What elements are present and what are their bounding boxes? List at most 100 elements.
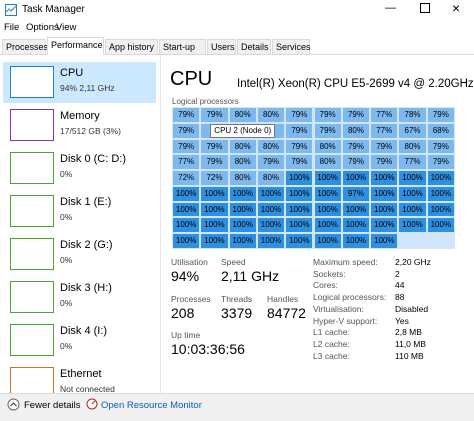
tab-divider (0, 54, 474, 55)
sidebar: CPU 94% 2,11 GHz Memory 17/512 GB (3%) Disk … (0, 55, 160, 393)
sidebar-item[interactable]: Ethernet Not connected (3, 363, 156, 393)
processor-cell: 100% (172, 233, 201, 249)
sidebar-item[interactable]: Memory 17/512 GB (3%) (3, 105, 156, 146)
info-label: Virtualisation: (313, 303, 364, 314)
processor-cell: 79% (172, 138, 201, 155)
sidebar-item[interactable]: Disk 2 (G:) 0% (3, 234, 156, 275)
processor-grid: 79% 79% 80% 80% 79% 79% 79% 77% 78% 79% 79% 79% 79% 8… (172, 107, 455, 249)
processor-cell: 100% (285, 185, 314, 202)
info-label: Cores: (313, 280, 339, 291)
menu-item[interactable]: View (56, 22, 77, 33)
processor-cell: 100% (398, 185, 427, 202)
processor-cell: 100% (313, 201, 342, 218)
cpu-heading: CPU (170, 68, 213, 90)
close-button[interactable]: × (452, 0, 461, 16)
sidebar-item[interactable]: Disk 0 (C: D:) 0% (3, 148, 156, 189)
info-label: L1 cache: (313, 327, 350, 338)
monitor-icon (86, 398, 98, 410)
thumbnail (10, 152, 54, 184)
thumbnail (10, 367, 54, 393)
info-value: Disabled (395, 303, 429, 314)
info-value: 2 (395, 268, 400, 279)
sidebar-item[interactable]: Disk 1 (E:) 0% (3, 191, 156, 232)
info-label: L3 cache: (313, 350, 350, 361)
processor-cell: 79% (200, 107, 229, 123)
stat-label: Threads (221, 294, 253, 304)
thumbnail (10, 109, 54, 141)
tab[interactable]: Services (272, 39, 311, 54)
processor-cell: 100% (285, 201, 314, 218)
processor-cell: 100% (172, 185, 201, 202)
item-detail: 0% (60, 212, 73, 222)
processor-cell: 100% (228, 185, 257, 202)
processor-cell: 100% (256, 201, 286, 218)
processor-cell: 100% (426, 170, 455, 186)
processor-cell: 100% (256, 233, 286, 249)
window-title: Task Manager (22, 4, 85, 15)
processor-cell: 79% (426, 138, 455, 155)
menu-item[interactable]: Options (26, 22, 59, 33)
processor-cell: 100% (341, 201, 371, 218)
menu-item[interactable]: File (4, 22, 20, 33)
item-detail: 0% (60, 341, 73, 351)
processor-cell: 97% (341, 185, 371, 202)
processor-cell: 79% (285, 154, 314, 170)
processor-cell: 100% (426, 185, 455, 202)
title-bar (0, 0, 474, 20)
tab[interactable]: App history (105, 39, 158, 54)
processor-cell: 78% (398, 107, 427, 123)
stat-label: Utilisation (171, 257, 208, 267)
tab[interactable]: Processes (2, 39, 48, 54)
tab[interactable]: Details (237, 39, 271, 54)
processor-cell: 100% (341, 233, 371, 249)
item-detail: 0% (60, 298, 73, 308)
sidebar-divider (160, 55, 161, 393)
processor-cell: 100% (172, 217, 201, 233)
item-name: Disk 3 (H:) (60, 282, 112, 294)
info-label: Logical processors: (313, 292, 387, 303)
processor-cell: 79% (256, 154, 286, 170)
tab[interactable]: Start-up (159, 39, 206, 54)
processor-cell: 100% (200, 233, 229, 249)
tab-bar: Processes Performance App history Start-up U… (0, 0, 474, 55)
processor-cell: 100% (398, 217, 427, 233)
item-name: Ethernet (60, 368, 102, 380)
maximize-button[interactable] (420, 3, 430, 13)
processor-cell: 67% (398, 122, 427, 139)
sidebar-item[interactable]: CPU 94% 2,11 GHz (3, 62, 156, 103)
processor-cell: 79% (313, 107, 342, 123)
processor-cell: 100% (200, 201, 229, 218)
open-resource-monitor[interactable]: Open Resource Monitor (101, 400, 202, 411)
processor-cell: 100% (341, 170, 371, 186)
sidebar-item[interactable]: Disk 3 (H:) 0% (3, 277, 156, 318)
item-name: Disk 0 (C: D:) (60, 153, 126, 165)
fewer-details[interactable]: Fewer details (24, 400, 81, 411)
sidebar-item[interactable]: Disk 4 (I:) 0% (3, 320, 156, 361)
processor-cell: 100% (228, 233, 257, 249)
processor-cell: 77% (398, 154, 427, 170)
processor-cell: 79% (285, 122, 314, 139)
processor-cell: 80% (313, 154, 342, 170)
processor-cell: 100% (370, 233, 399, 249)
processor-cell: 80% (398, 138, 427, 155)
processor-cell: 100% (370, 170, 399, 186)
info-label: Hyper-V support: (313, 315, 378, 326)
processor-cell: 100% (285, 233, 314, 249)
stat-value: 94% (171, 268, 200, 284)
tab[interactable]: Performance (47, 37, 104, 55)
stat-value: 3379 (221, 305, 253, 321)
processor-cell: 80% (256, 138, 286, 155)
info-value: 2,20 GHz (395, 257, 431, 267)
app-icon (5, 4, 17, 16)
item-name: Memory (60, 110, 100, 122)
tab[interactable]: Users (207, 39, 236, 54)
minimize-button[interactable]: — (385, 2, 396, 14)
item-name: Disk 4 (I:) (60, 325, 108, 337)
processor-cell: 79% (200, 138, 229, 155)
processor-cell: 79% (313, 122, 342, 139)
cpu-model: Intel(R) Xeon(R) CPU E5-2699 v4 @ 2.20GH… (237, 78, 474, 90)
item-detail: 17/512 GB (3%) (60, 126, 121, 136)
processor-cell: 100% (228, 201, 257, 218)
processor-cell: 79% (341, 138, 371, 155)
